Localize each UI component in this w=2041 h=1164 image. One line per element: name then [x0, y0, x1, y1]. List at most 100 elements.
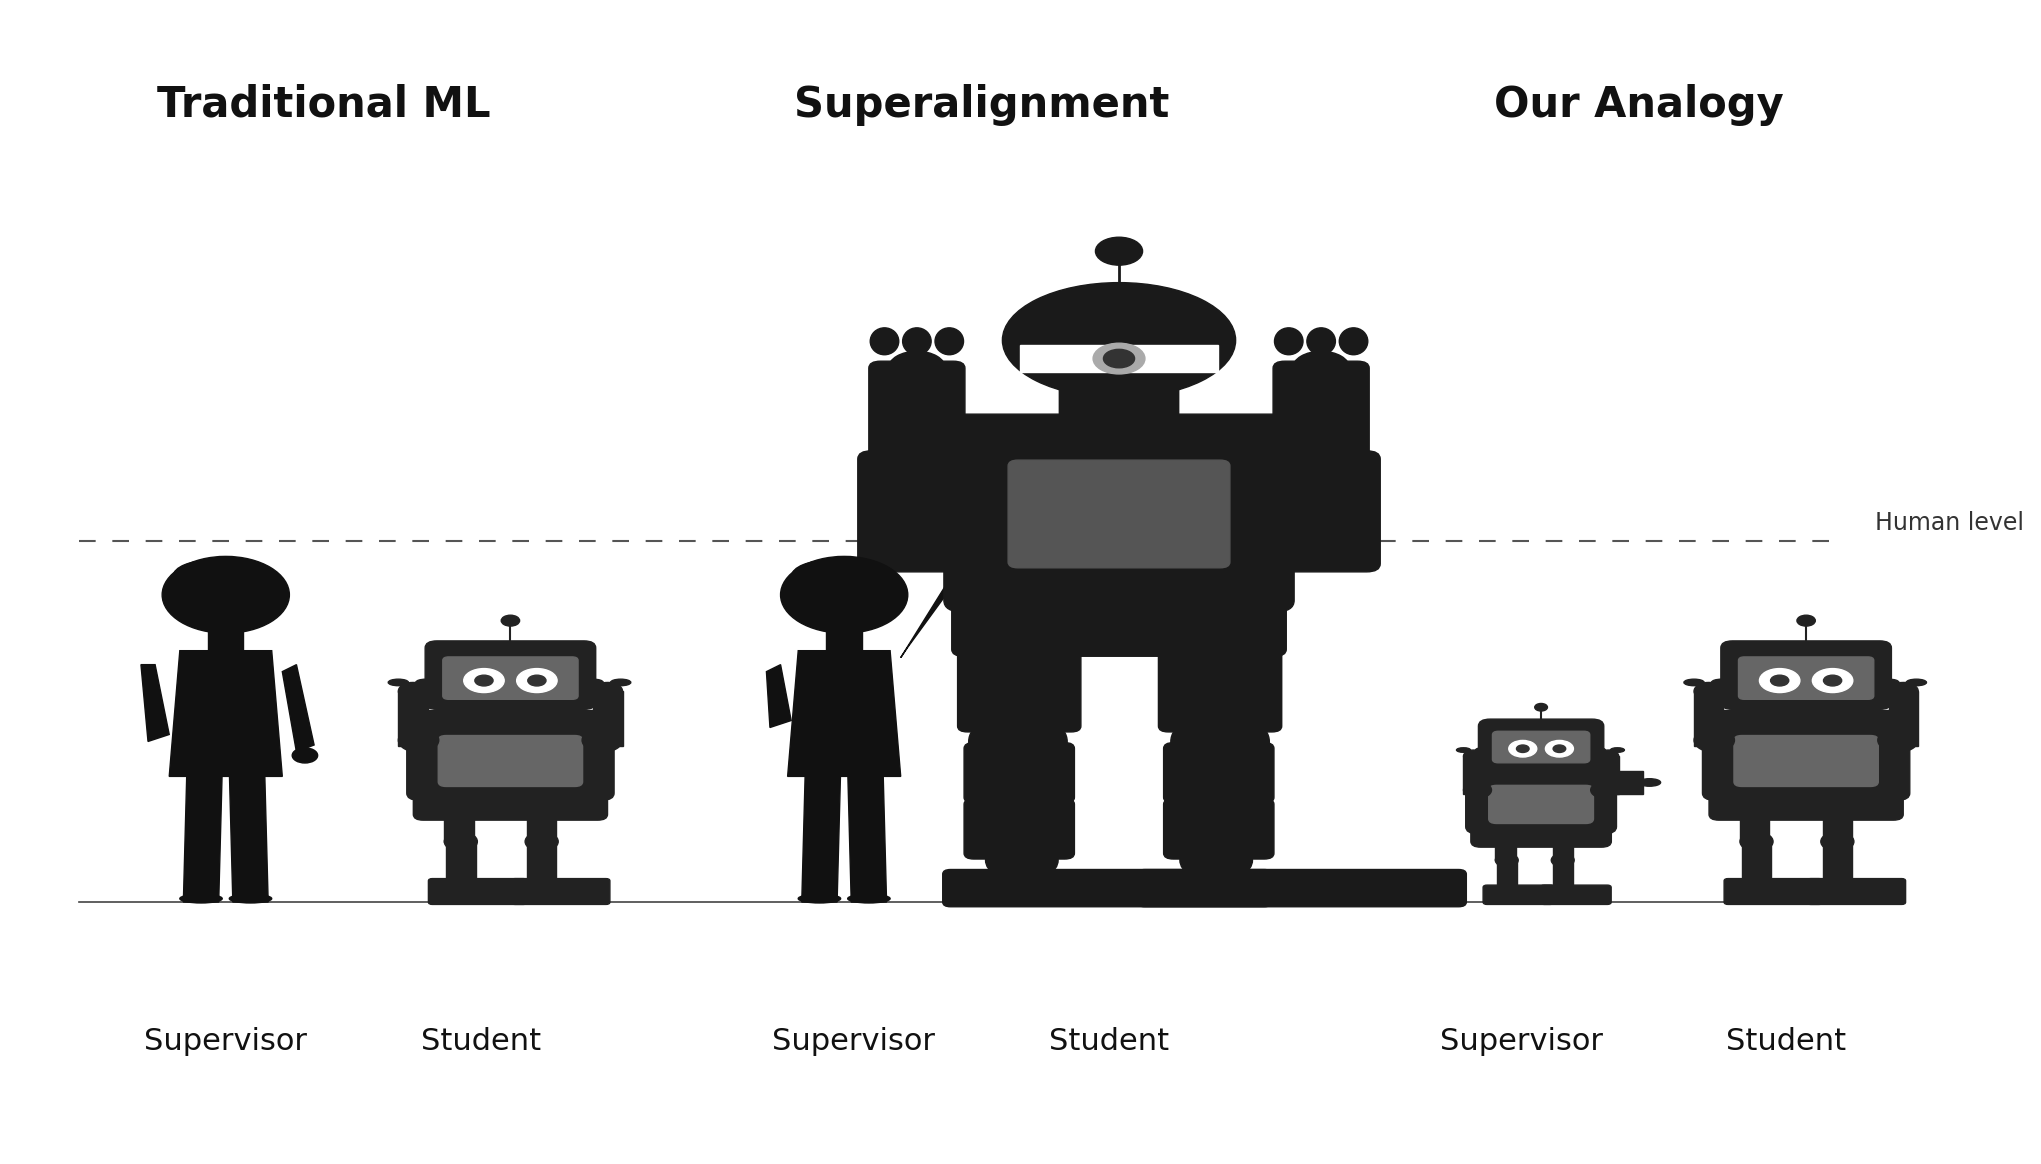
FancyBboxPatch shape — [1261, 450, 1380, 572]
Ellipse shape — [1457, 747, 1470, 752]
Bar — [494, 702, 527, 717]
FancyBboxPatch shape — [1492, 731, 1590, 762]
Circle shape — [1553, 745, 1565, 752]
Circle shape — [398, 729, 439, 752]
FancyBboxPatch shape — [1484, 885, 1553, 904]
Circle shape — [398, 682, 429, 700]
Text: Supervisor: Supervisor — [1441, 1028, 1602, 1056]
Bar — [447, 842, 476, 881]
Circle shape — [1796, 616, 1814, 626]
FancyBboxPatch shape — [1163, 743, 1274, 803]
Circle shape — [1812, 668, 1853, 693]
FancyBboxPatch shape — [425, 641, 596, 709]
Circle shape — [502, 616, 520, 626]
Bar — [1694, 691, 1723, 746]
Circle shape — [516, 668, 557, 693]
Circle shape — [1104, 349, 1135, 368]
Circle shape — [1508, 740, 1537, 757]
Bar — [527, 805, 557, 842]
FancyBboxPatch shape — [1725, 879, 1823, 904]
Polygon shape — [169, 651, 282, 776]
Circle shape — [1535, 703, 1547, 711]
Circle shape — [1463, 782, 1492, 799]
Ellipse shape — [1274, 328, 1302, 355]
Ellipse shape — [180, 894, 222, 903]
FancyBboxPatch shape — [1541, 885, 1610, 904]
Circle shape — [1888, 682, 1919, 700]
FancyBboxPatch shape — [1472, 818, 1610, 847]
Ellipse shape — [1306, 328, 1335, 355]
FancyBboxPatch shape — [963, 799, 1074, 859]
Circle shape — [1463, 750, 1484, 762]
Ellipse shape — [1639, 779, 1661, 786]
FancyBboxPatch shape — [1159, 637, 1282, 732]
FancyBboxPatch shape — [406, 710, 614, 800]
Circle shape — [986, 839, 1057, 881]
FancyBboxPatch shape — [429, 879, 527, 904]
Circle shape — [1096, 237, 1143, 265]
FancyBboxPatch shape — [510, 879, 610, 904]
Ellipse shape — [173, 560, 249, 591]
Text: Student: Student — [420, 1028, 541, 1056]
Ellipse shape — [902, 328, 931, 355]
Ellipse shape — [1610, 747, 1625, 752]
FancyBboxPatch shape — [963, 743, 1074, 803]
Ellipse shape — [1002, 283, 1235, 398]
Circle shape — [1878, 729, 1919, 752]
Bar — [1598, 757, 1619, 794]
Circle shape — [1545, 740, 1574, 757]
Circle shape — [1292, 352, 1349, 385]
Text: Supervisor: Supervisor — [771, 1028, 935, 1056]
Polygon shape — [847, 769, 886, 902]
FancyBboxPatch shape — [439, 736, 582, 787]
Polygon shape — [802, 769, 841, 902]
Text: Student: Student — [1727, 1028, 1847, 1056]
Circle shape — [1759, 668, 1800, 693]
Bar — [1790, 702, 1823, 717]
Circle shape — [951, 552, 978, 568]
FancyBboxPatch shape — [1008, 460, 1231, 568]
Polygon shape — [141, 665, 169, 741]
Ellipse shape — [584, 679, 604, 686]
Circle shape — [1286, 438, 1357, 481]
Polygon shape — [900, 560, 972, 658]
Polygon shape — [767, 665, 792, 728]
Circle shape — [1590, 782, 1619, 799]
FancyBboxPatch shape — [943, 414, 1294, 612]
Ellipse shape — [780, 556, 908, 633]
Ellipse shape — [1906, 679, 1927, 686]
Bar — [398, 691, 429, 746]
Ellipse shape — [935, 328, 963, 355]
Ellipse shape — [1592, 747, 1606, 752]
FancyBboxPatch shape — [1708, 785, 1902, 821]
Ellipse shape — [1476, 747, 1490, 752]
Circle shape — [1772, 675, 1788, 686]
FancyBboxPatch shape — [1274, 361, 1370, 466]
FancyBboxPatch shape — [1488, 786, 1594, 823]
Text: Superalignment: Superalignment — [794, 84, 1169, 126]
FancyBboxPatch shape — [1806, 879, 1906, 904]
Ellipse shape — [1241, 442, 1370, 496]
FancyBboxPatch shape — [1059, 386, 1180, 431]
Bar — [1553, 860, 1574, 887]
Circle shape — [1180, 839, 1253, 881]
Circle shape — [880, 438, 953, 481]
Circle shape — [1598, 750, 1619, 762]
Polygon shape — [229, 769, 267, 902]
Bar — [1496, 860, 1516, 887]
Bar — [445, 805, 474, 842]
FancyBboxPatch shape — [1702, 710, 1910, 800]
Polygon shape — [788, 651, 900, 776]
Ellipse shape — [792, 560, 867, 591]
Text: Human level: Human level — [1876, 511, 2025, 535]
Text: Student: Student — [1049, 1028, 1169, 1056]
Ellipse shape — [1684, 679, 1704, 686]
Circle shape — [292, 748, 318, 762]
Ellipse shape — [1339, 328, 1367, 355]
Bar — [1741, 842, 1772, 881]
Circle shape — [969, 712, 1067, 771]
Text: Supervisor: Supervisor — [145, 1028, 308, 1056]
FancyBboxPatch shape — [957, 637, 1082, 732]
Bar — [527, 842, 557, 881]
Polygon shape — [184, 769, 222, 902]
